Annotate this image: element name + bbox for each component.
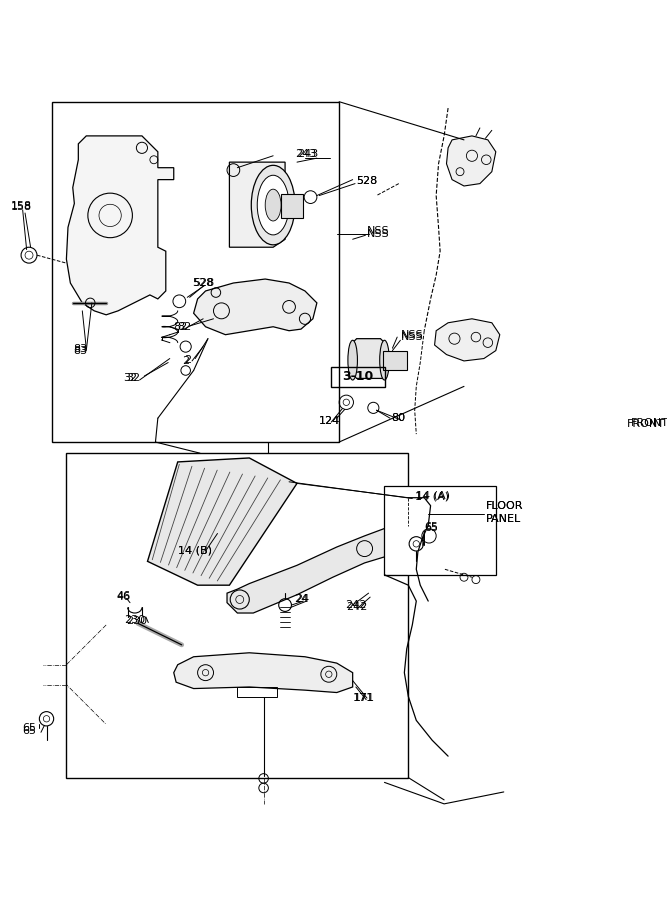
Polygon shape [446, 136, 496, 186]
Polygon shape [229, 162, 285, 248]
Text: 82: 82 [173, 321, 188, 332]
Ellipse shape [251, 166, 295, 245]
Text: 80: 80 [391, 413, 405, 423]
Text: PANEL: PANEL [486, 514, 522, 524]
Bar [67, 454, 408, 778]
Polygon shape [147, 458, 297, 585]
Text: 82: 82 [177, 321, 192, 332]
Text: 3-10: 3-10 [343, 370, 374, 383]
Text: NSS: NSS [400, 332, 423, 342]
Text: 243: 243 [295, 149, 317, 159]
Text: FLOOR: FLOOR [486, 500, 524, 510]
Text: 2: 2 [181, 356, 189, 366]
Text: 243: 243 [297, 149, 318, 159]
Text: FRONT: FRONT [631, 418, 667, 428]
Ellipse shape [348, 340, 358, 380]
Text: 528: 528 [193, 278, 215, 288]
Text: NSS: NSS [367, 229, 390, 238]
Polygon shape [435, 319, 500, 361]
Polygon shape [353, 338, 384, 378]
Text: 2: 2 [184, 356, 191, 365]
Text: 14 (B): 14 (B) [177, 546, 211, 556]
Text: 230: 230 [125, 616, 145, 625]
Text: 171: 171 [353, 693, 374, 703]
Text: 83: 83 [73, 344, 87, 354]
Bar [383, 351, 407, 370]
Text: 171: 171 [354, 693, 376, 703]
Text: 124: 124 [319, 416, 341, 426]
Text: 528: 528 [357, 176, 378, 186]
Text: 24: 24 [294, 595, 308, 605]
Text: PANEL: PANEL [486, 514, 522, 524]
Bar [384, 486, 496, 575]
Bar [331, 366, 386, 387]
Text: 65: 65 [22, 724, 36, 733]
Polygon shape [67, 136, 173, 315]
Text: 242: 242 [346, 602, 368, 613]
Text: 124: 124 [319, 416, 341, 426]
Text: NSS: NSS [400, 329, 423, 339]
Text: 46: 46 [117, 592, 131, 602]
Text: 242: 242 [345, 600, 366, 610]
Text: FLOOR: FLOOR [486, 500, 524, 510]
Text: NSS: NSS [367, 226, 390, 237]
Text: FRONT: FRONT [627, 418, 665, 428]
Bar [281, 194, 303, 218]
Polygon shape [173, 652, 353, 692]
Text: 46: 46 [117, 590, 131, 600]
Text: 65: 65 [22, 725, 36, 735]
Text: 528: 528 [192, 278, 213, 288]
Text: 80: 80 [391, 413, 405, 423]
Text: 65: 65 [424, 523, 438, 533]
Polygon shape [227, 522, 434, 613]
Bar [237, 687, 277, 697]
Text: 230: 230 [126, 616, 147, 626]
Text: 158: 158 [11, 202, 32, 212]
Ellipse shape [265, 189, 281, 221]
Text: 14 (A): 14 (A) [415, 491, 449, 501]
Text: 158: 158 [11, 201, 32, 211]
Text: 14 (A): 14 (A) [416, 491, 450, 500]
Ellipse shape [380, 340, 390, 380]
Ellipse shape [257, 176, 289, 235]
Polygon shape [617, 440, 656, 452]
Polygon shape [193, 279, 317, 335]
Text: 32: 32 [123, 374, 138, 383]
Text: 65: 65 [424, 522, 438, 532]
Text: 83: 83 [73, 346, 87, 356]
Bar [52, 102, 339, 442]
Text: 32: 32 [126, 374, 140, 383]
Text: 528: 528 [357, 176, 378, 186]
Text: 14 (B): 14 (B) [177, 546, 211, 556]
Text: 24: 24 [295, 594, 309, 604]
